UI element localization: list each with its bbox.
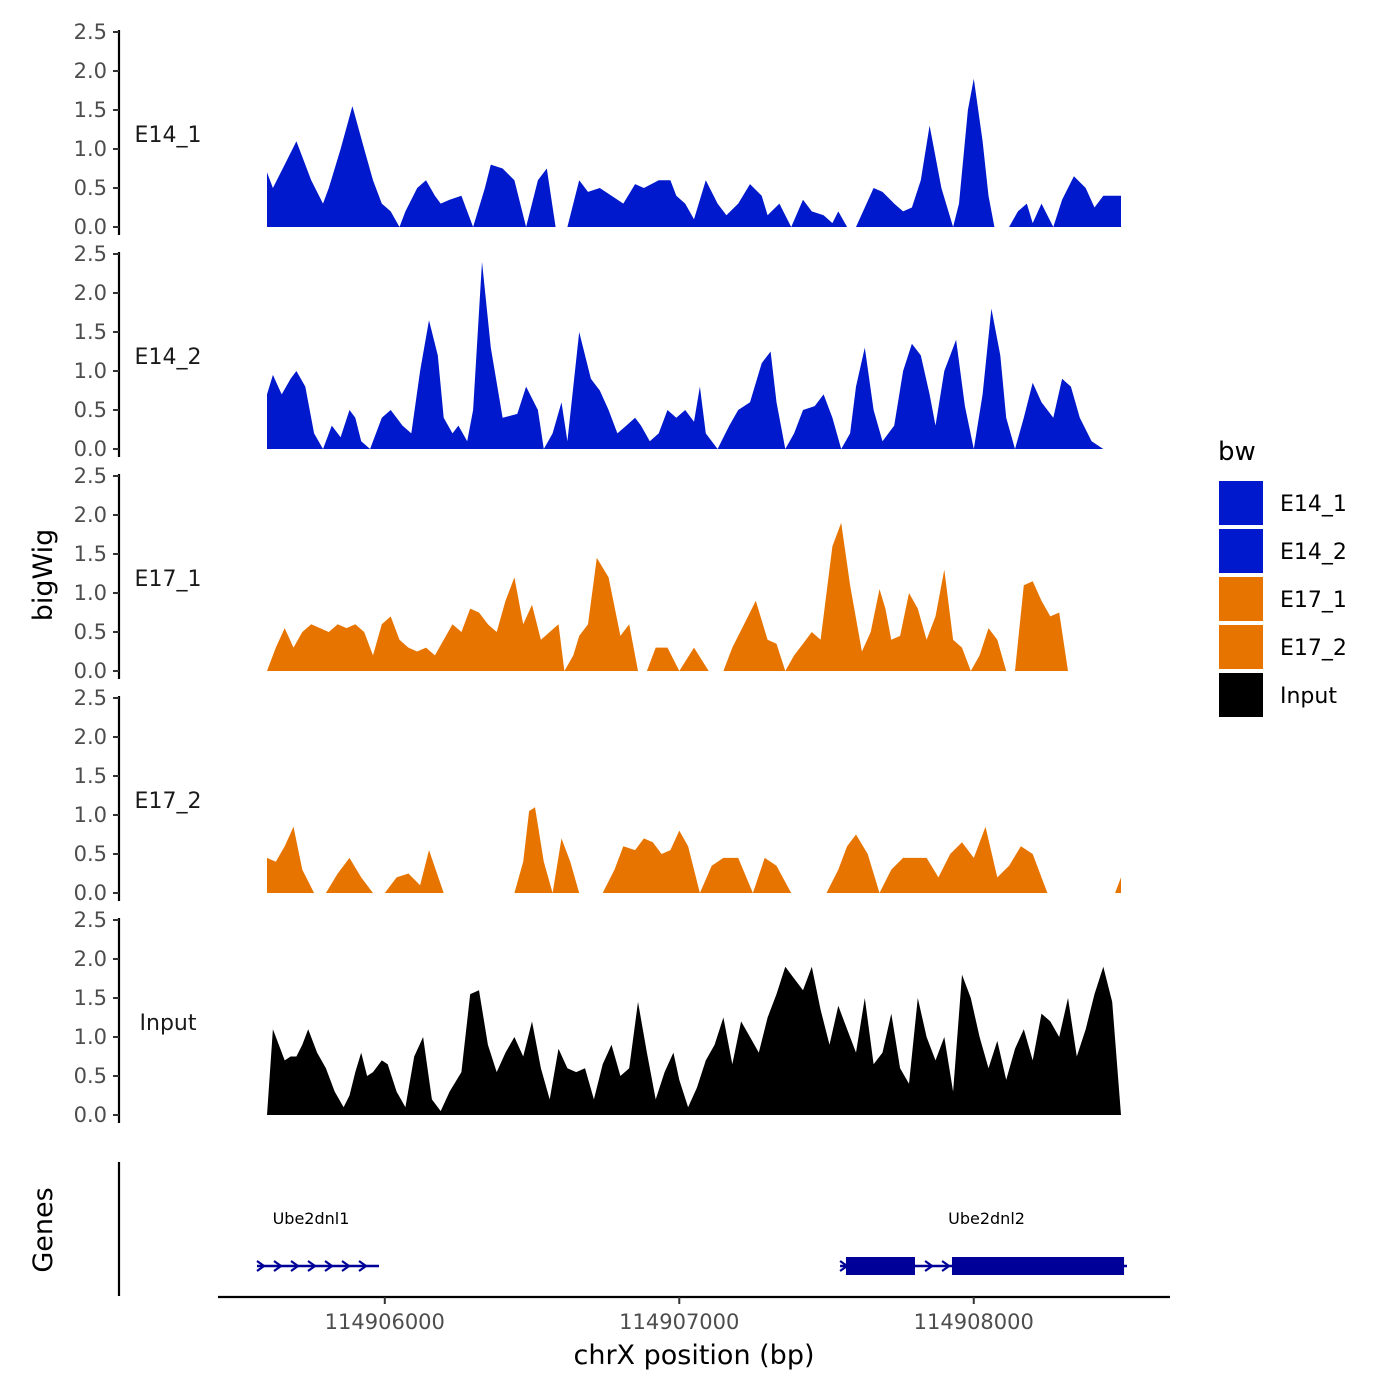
track-e14-2: 0.0 0.5 1.0 1.5 2.0 2.5 E14_2 <box>74 242 1121 461</box>
x-axis: 114906000 114907000 114908000 <box>218 1295 1170 1334</box>
strand-arrow <box>941 1260 951 1272</box>
track-label-e17-2: E17_2 <box>135 789 202 814</box>
legend-swatch <box>1219 481 1263 525</box>
legend-swatch <box>1219 625 1263 669</box>
y-tick-label: 2.5 <box>74 242 107 266</box>
y-tick-label: 2.5 <box>74 686 107 710</box>
y-tick-label: 2.0 <box>74 281 107 305</box>
gene-label: Ube2dnl1 <box>273 1209 350 1228</box>
x-tick-label: 114906000 <box>325 1310 445 1334</box>
y-tick-label: 1.0 <box>74 803 107 827</box>
area-e17-2 <box>267 807 1121 893</box>
y-tick-label: 2.5 <box>74 20 107 44</box>
y-tick-label: 0.0 <box>74 1103 107 1127</box>
legend-item-e14-1: E14_1 <box>1219 481 1347 525</box>
y-tick-label: 2.0 <box>74 947 107 971</box>
area-e14-1 <box>267 78 1121 227</box>
strand-arrow <box>273 1260 283 1272</box>
y-tick-label: 2.0 <box>74 59 107 83</box>
strand-arrow <box>307 1260 317 1272</box>
legend-item-e17-1: E17_1 <box>1219 577 1347 621</box>
genes-track-title: Genes <box>28 1187 59 1272</box>
legend-swatch <box>1219 673 1263 717</box>
y-tick-label: 0.0 <box>74 437 107 461</box>
track-label-e14-2: E14_2 <box>135 345 202 370</box>
y-tick-label: 0.5 <box>74 620 107 644</box>
track-e14-1: 0.0 0.5 1.0 1.5 2.0 2.5 E14_1 <box>74 20 1121 239</box>
gene-track: Ube2dnl1 Ube2dnl2 <box>117 1162 1127 1296</box>
y-tick-label: 1.0 <box>74 137 107 161</box>
y-tick-label: 1.5 <box>74 764 107 788</box>
track-e17-2: 0.0 0.5 1.0 1.5 2.0 2.5 E17_2 <box>74 686 1121 905</box>
gene-ube2dnl1: Ube2dnl1 <box>256 1209 380 1272</box>
strand-arrow <box>358 1260 368 1272</box>
y-tick-label: 2.0 <box>74 725 107 749</box>
legend-label: E17_2 <box>1280 636 1347 661</box>
track-label-e17-1: E17_1 <box>135 567 202 592</box>
legend-swatch <box>1219 529 1263 573</box>
legend-item-e17-2: E17_2 <box>1219 625 1347 669</box>
y-tick-label: 1.0 <box>74 1025 107 1049</box>
y-tick-label: 0.5 <box>74 398 107 422</box>
legend: E14_1 E14_2 E17_1 E17_2 Input <box>1219 481 1347 717</box>
strand-arrow <box>324 1260 334 1272</box>
y-tick-label: 1.0 <box>74 581 107 605</box>
track-panels: 0.0 0.5 1.0 1.5 2.0 2.5 E14_1 0.0 0.5 1.0 1.5 2.0 2.… <box>74 20 1121 1127</box>
y-tick-label: 1.5 <box>74 542 107 566</box>
y-tick-label: 0.0 <box>74 659 107 683</box>
y-tick-label: 0.0 <box>74 215 107 239</box>
strand-arrow <box>341 1260 351 1272</box>
x-tick-label: 114907000 <box>619 1310 739 1334</box>
y-tick-label: 1.5 <box>74 98 107 122</box>
y-axis-title: bigWig <box>28 529 59 622</box>
y-tick-label: 1.0 <box>74 359 107 383</box>
track-label-input: Input <box>140 1011 197 1036</box>
legend-label: E17_1 <box>1280 588 1347 613</box>
strand-arrow <box>290 1260 300 1272</box>
x-axis-title: chrX position (bp) <box>573 1340 814 1371</box>
y-tick-label: 1.5 <box>74 986 107 1010</box>
y-tick-label: 1.5 <box>74 320 107 344</box>
gene-ube2dnl2: Ube2dnl2 <box>839 1209 1127 1275</box>
legend-label: Input <box>1280 684 1337 709</box>
legend-title: bw <box>1218 437 1256 467</box>
y-tick-label: 0.5 <box>74 842 107 866</box>
area-e14-2 <box>267 261 1121 449</box>
track-input: 0.0 0.5 1.0 1.5 2.0 2.5 Input <box>74 908 1121 1127</box>
y-tick-label: 0.0 <box>74 881 107 905</box>
strand-arrow <box>924 1260 934 1272</box>
y-tick-label: 0.5 <box>74 1064 107 1088</box>
legend-item-input: Input <box>1219 673 1337 717</box>
strand-arrow <box>256 1260 266 1272</box>
y-tick-label: 2.5 <box>74 464 107 488</box>
exon <box>951 1257 1125 1275</box>
track-label-e14-1: E14_1 <box>135 123 202 148</box>
area-input <box>267 966 1121 1115</box>
legend-label: E14_2 <box>1280 540 1347 565</box>
legend-item-e14-2: E14_2 <box>1219 529 1347 573</box>
legend-swatch <box>1219 577 1263 621</box>
x-tick-label: 114908000 <box>914 1310 1034 1334</box>
y-tick-label: 2.0 <box>74 503 107 527</box>
exon <box>845 1257 915 1275</box>
y-tick-label: 0.5 <box>74 176 107 200</box>
legend-label: E14_1 <box>1280 492 1347 517</box>
track-e17-1: 0.0 0.5 1.0 1.5 2.0 2.5 E17_1 <box>74 464 1121 683</box>
y-tick-label: 2.5 <box>74 908 107 932</box>
gene-label: Ube2dnl2 <box>948 1209 1025 1228</box>
area-e17-1 <box>267 522 1121 671</box>
